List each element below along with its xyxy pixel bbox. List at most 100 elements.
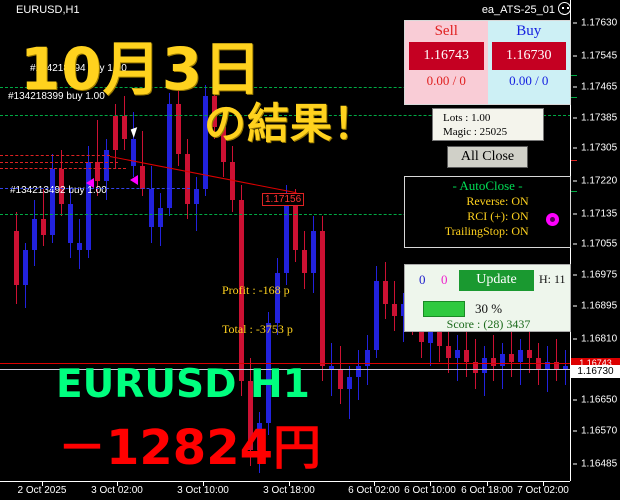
x-tick-label: 6 Oct 18:00 (461, 485, 513, 496)
score-label: Score : (28) 3437 (446, 317, 531, 331)
trade-order-label: #134213492 buy 1.00 (10, 185, 107, 196)
candle-body (257, 423, 262, 451)
autoclose-setting-key: RCI (+) (467, 209, 505, 223)
entry-line-3 (0, 168, 126, 169)
h-value-label: H: 11 (539, 272, 566, 286)
ea-name-label: ea_ATS-25_01 (481, 4, 555, 16)
candle-body (293, 204, 298, 251)
lots-magic-info: Lots : 1.00 Magic : 25025 (432, 108, 544, 141)
buy-panel[interactable]: Buy 1.16730 0.00 / 0 (487, 21, 570, 104)
candle-body (113, 115, 118, 151)
blue-level-line (0, 188, 190, 189)
candle-body (302, 250, 307, 274)
candle-wick (349, 365, 350, 420)
autoclose-setting-value: : ON (505, 194, 529, 208)
autoclose-setting-value: : ON (505, 224, 529, 238)
candle-body (176, 104, 181, 155)
axis-green-marker-2 (571, 97, 577, 98)
y-tick-label: 1.16895 (581, 300, 618, 312)
counter-blue: 0 (419, 272, 426, 287)
x-tick-label: 3 Oct 18:00 (263, 485, 315, 496)
autoclose-setting-key: TrailingStop (444, 224, 505, 238)
update-button[interactable]: Update (459, 270, 534, 291)
buy-lots-count: 0.00 / 0 (509, 73, 549, 88)
y-tick-label: 1.16810 (581, 333, 618, 345)
x-tick-mark (430, 481, 431, 486)
lots-label: Lots : 1.00 (443, 112, 491, 124)
candle-body (392, 304, 397, 316)
candle-body (455, 350, 460, 358)
candle-body (563, 365, 568, 370)
y-tick-mark (573, 274, 577, 276)
candle-body (437, 330, 442, 347)
axis-green-marker-3 (571, 191, 577, 192)
candle-body (311, 231, 316, 274)
symbol-overlay-text: EURUSD H1 (56, 362, 310, 407)
smiley-face-icon[interactable] (558, 2, 571, 15)
candle-body (329, 365, 334, 370)
buy-arrow-icon (86, 178, 94, 188)
candle-wick (502, 342, 503, 389)
candle-body (14, 231, 19, 285)
y-tick-label: 1.17055 (581, 238, 618, 250)
chart-canvas[interactable]: EURUSD,H1 #134218194 buy 1.00 #134218399 … (0, 0, 571, 500)
x-tick-mark (42, 481, 43, 486)
candle-body (194, 188, 199, 205)
price-axis[interactable]: 1.17630 1.17545 1.17465 1.17385 1.17305 1.172… (571, 0, 620, 500)
x-tick-label: 6 Oct 02:00 (348, 485, 400, 496)
candle-body (86, 161, 91, 251)
y-tick-mark (573, 213, 577, 215)
candle-body (356, 365, 361, 378)
y-tick-label: 1.17630 (581, 17, 618, 29)
candle-wick (196, 177, 197, 231)
autoclose-title: - AutoClose - (452, 178, 523, 193)
x-tick-mark (289, 481, 290, 486)
autoclose-setting-row[interactable]: Reverse : ON (427, 194, 570, 209)
y-tick-label: 1.17465 (581, 81, 618, 93)
trade-order-label: #134218194 buy 1.00 (30, 63, 127, 74)
x-tick-mark (487, 481, 488, 486)
current-price-tag: 1.16730 (571, 365, 620, 378)
y-tick-mark (573, 86, 577, 88)
entry-line-1 (0, 155, 110, 156)
candle-body (221, 127, 226, 162)
y-tick-mark (573, 430, 577, 432)
candle-body (50, 169, 55, 235)
y-tick-label: 1.16650 (581, 394, 618, 406)
x-tick-mark (543, 481, 544, 486)
x-tick-label: 7 Oct 02:00 (517, 485, 569, 496)
candle-wick (97, 119, 98, 197)
candle-body (248, 380, 253, 451)
autoclose-setting-row[interactable]: TrailingStop : ON (427, 224, 570, 239)
y-tick-label: 1.16570 (581, 425, 618, 437)
sell-buy-block: Sell 1.16743 0.00 / 0 Buy 1.16730 0.00 /… (404, 20, 571, 105)
candle-body (383, 280, 388, 305)
ea-panel-header: ea_ATS-25_01 (404, 2, 571, 20)
candle-wick (520, 338, 521, 385)
trade-order-label: #134218399 buy 1.00 (8, 91, 105, 102)
all-close-button[interactable]: All Close (447, 146, 528, 168)
autoclose-setting-row[interactable]: RCI (+) : ON (427, 209, 570, 224)
x-tick-label: 6 Oct 10:00 (404, 485, 456, 496)
y-tick-label: 1.17545 (581, 50, 618, 62)
sell-panel[interactable]: Sell 1.16743 0.00 / 0 (405, 21, 488, 104)
candle-body (464, 350, 469, 362)
sell-price-button[interactable]: 1.16743 (409, 42, 484, 70)
y-tick-mark (573, 399, 577, 401)
candle-body (140, 165, 145, 189)
candle-body (212, 96, 217, 128)
candle-body (104, 150, 109, 181)
candle-body (320, 231, 325, 366)
magenta-status-dot-icon[interactable] (546, 213, 559, 226)
total-text: Total : -3753 p (222, 322, 293, 336)
buy-price-button[interactable]: 1.16730 (491, 42, 566, 70)
price-tag-label: 1.17156 (262, 193, 305, 206)
candle-body (374, 280, 379, 351)
entry-line-2 (0, 162, 118, 163)
candle-body (266, 323, 271, 424)
candle-body (473, 361, 478, 374)
green-level-line-3 (0, 213, 571, 215)
current-bid-line (0, 369, 571, 370)
y-tick-label: 1.16975 (581, 269, 618, 281)
